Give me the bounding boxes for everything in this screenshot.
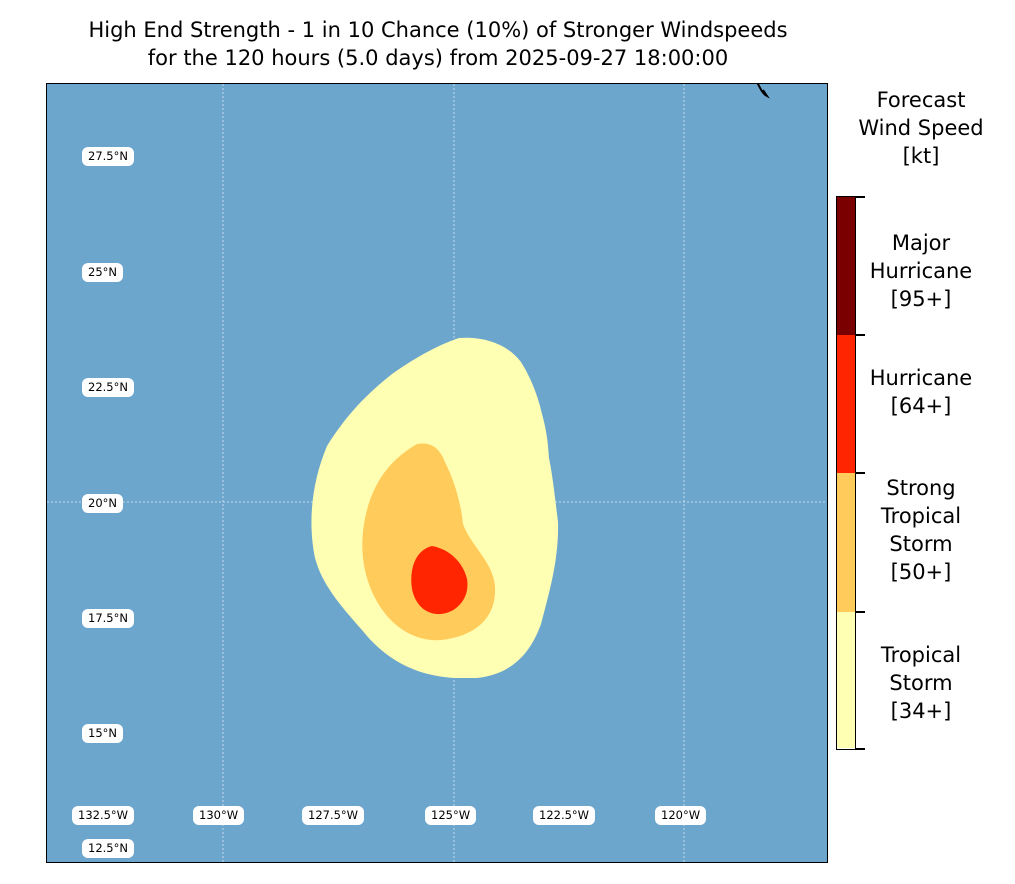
- map-canvas: [47, 84, 827, 862]
- colorbar-segment-major-hurricane: [837, 197, 855, 335]
- colorbar-label-line: Tropical: [880, 504, 962, 528]
- lon-label-132-5w: 132.5°W: [72, 806, 135, 825]
- lon-label-122-5w: 122.5°W: [533, 806, 596, 825]
- lat-label-15n: 15°N: [82, 724, 123, 743]
- lat-label-27-5n: 27.5°N: [82, 147, 134, 166]
- lon-label-125w: 125°W: [425, 806, 477, 825]
- colorbar-label-line: [50+]: [890, 560, 952, 584]
- coastline: [756, 84, 770, 99]
- colorbar-label-tropical-storm: Tropical Storm [34+]: [856, 641, 986, 725]
- title-line-2: for the 120 hours (5.0 days) from 2025-0…: [147, 46, 729, 70]
- colorbar-title: Forecast Wind Speed [kt]: [838, 86, 1004, 170]
- lat-label-17-5n: 17.5°N: [82, 609, 134, 628]
- colorbar-label-line: Tropical: [880, 643, 962, 667]
- title-line-1: High End Strength - 1 in 10 Chance (10%)…: [88, 18, 788, 42]
- colorbar-label-major-hurricane: Major Hurricane [95+]: [856, 229, 986, 313]
- colorbar-label-line: Storm: [889, 671, 953, 695]
- colorbar-label-line: Strong: [886, 476, 956, 500]
- lat-label-25n: 25°N: [82, 263, 123, 282]
- colorbar-label-hurricane: Hurricane [64+]: [856, 364, 986, 420]
- colorbar: [836, 196, 856, 750]
- colorbar-label-line: [64+]: [890, 394, 952, 418]
- hurricane-region: [411, 546, 468, 615]
- colorbar-tick: [856, 611, 865, 613]
- colorbar-title-line-2: Wind Speed: [858, 116, 984, 140]
- lat-label-22-5n: 22.5°N: [82, 378, 134, 397]
- chart-title: High End Strength - 1 in 10 Chance (10%)…: [0, 16, 876, 72]
- colorbar-title-line-3: [kt]: [902, 144, 940, 168]
- colorbar-label-line: Hurricane: [869, 259, 973, 283]
- lat-label-12-5n: 12.5°N: [82, 839, 134, 858]
- colorbar-title-line-1: Forecast: [876, 88, 966, 112]
- lat-label-20n: 20°N: [82, 494, 123, 513]
- colorbar-label-strong-tropical-storm: Strong Tropical Storm [50+]: [856, 474, 986, 586]
- colorbar-segment-strong-tropical-storm: [837, 473, 855, 612]
- colorbar-label-line: [95+]: [890, 287, 952, 311]
- lon-label-120w: 120°W: [655, 806, 707, 825]
- colorbar-label-line: Storm: [889, 532, 953, 556]
- map-panel[interactable]: 27.5°N 25°N 22.5°N 20°N 17.5°N 15°N 12.5…: [46, 83, 828, 863]
- colorbar-tick: [856, 334, 865, 336]
- colorbar-segment-hurricane: [837, 335, 855, 473]
- colorbar-label-line: Hurricane: [869, 366, 973, 390]
- colorbar-tick: [856, 196, 865, 198]
- lon-label-130w: 130°W: [193, 806, 245, 825]
- colorbar-label-line: [34+]: [890, 699, 952, 723]
- colorbar-tick: [856, 748, 865, 750]
- colorbar-label-line: Major: [891, 231, 951, 255]
- colorbar-tick: [856, 472, 865, 474]
- lon-label-127-5w: 127.5°W: [302, 806, 365, 825]
- colorbar-segment-tropical-storm: [837, 612, 855, 748]
